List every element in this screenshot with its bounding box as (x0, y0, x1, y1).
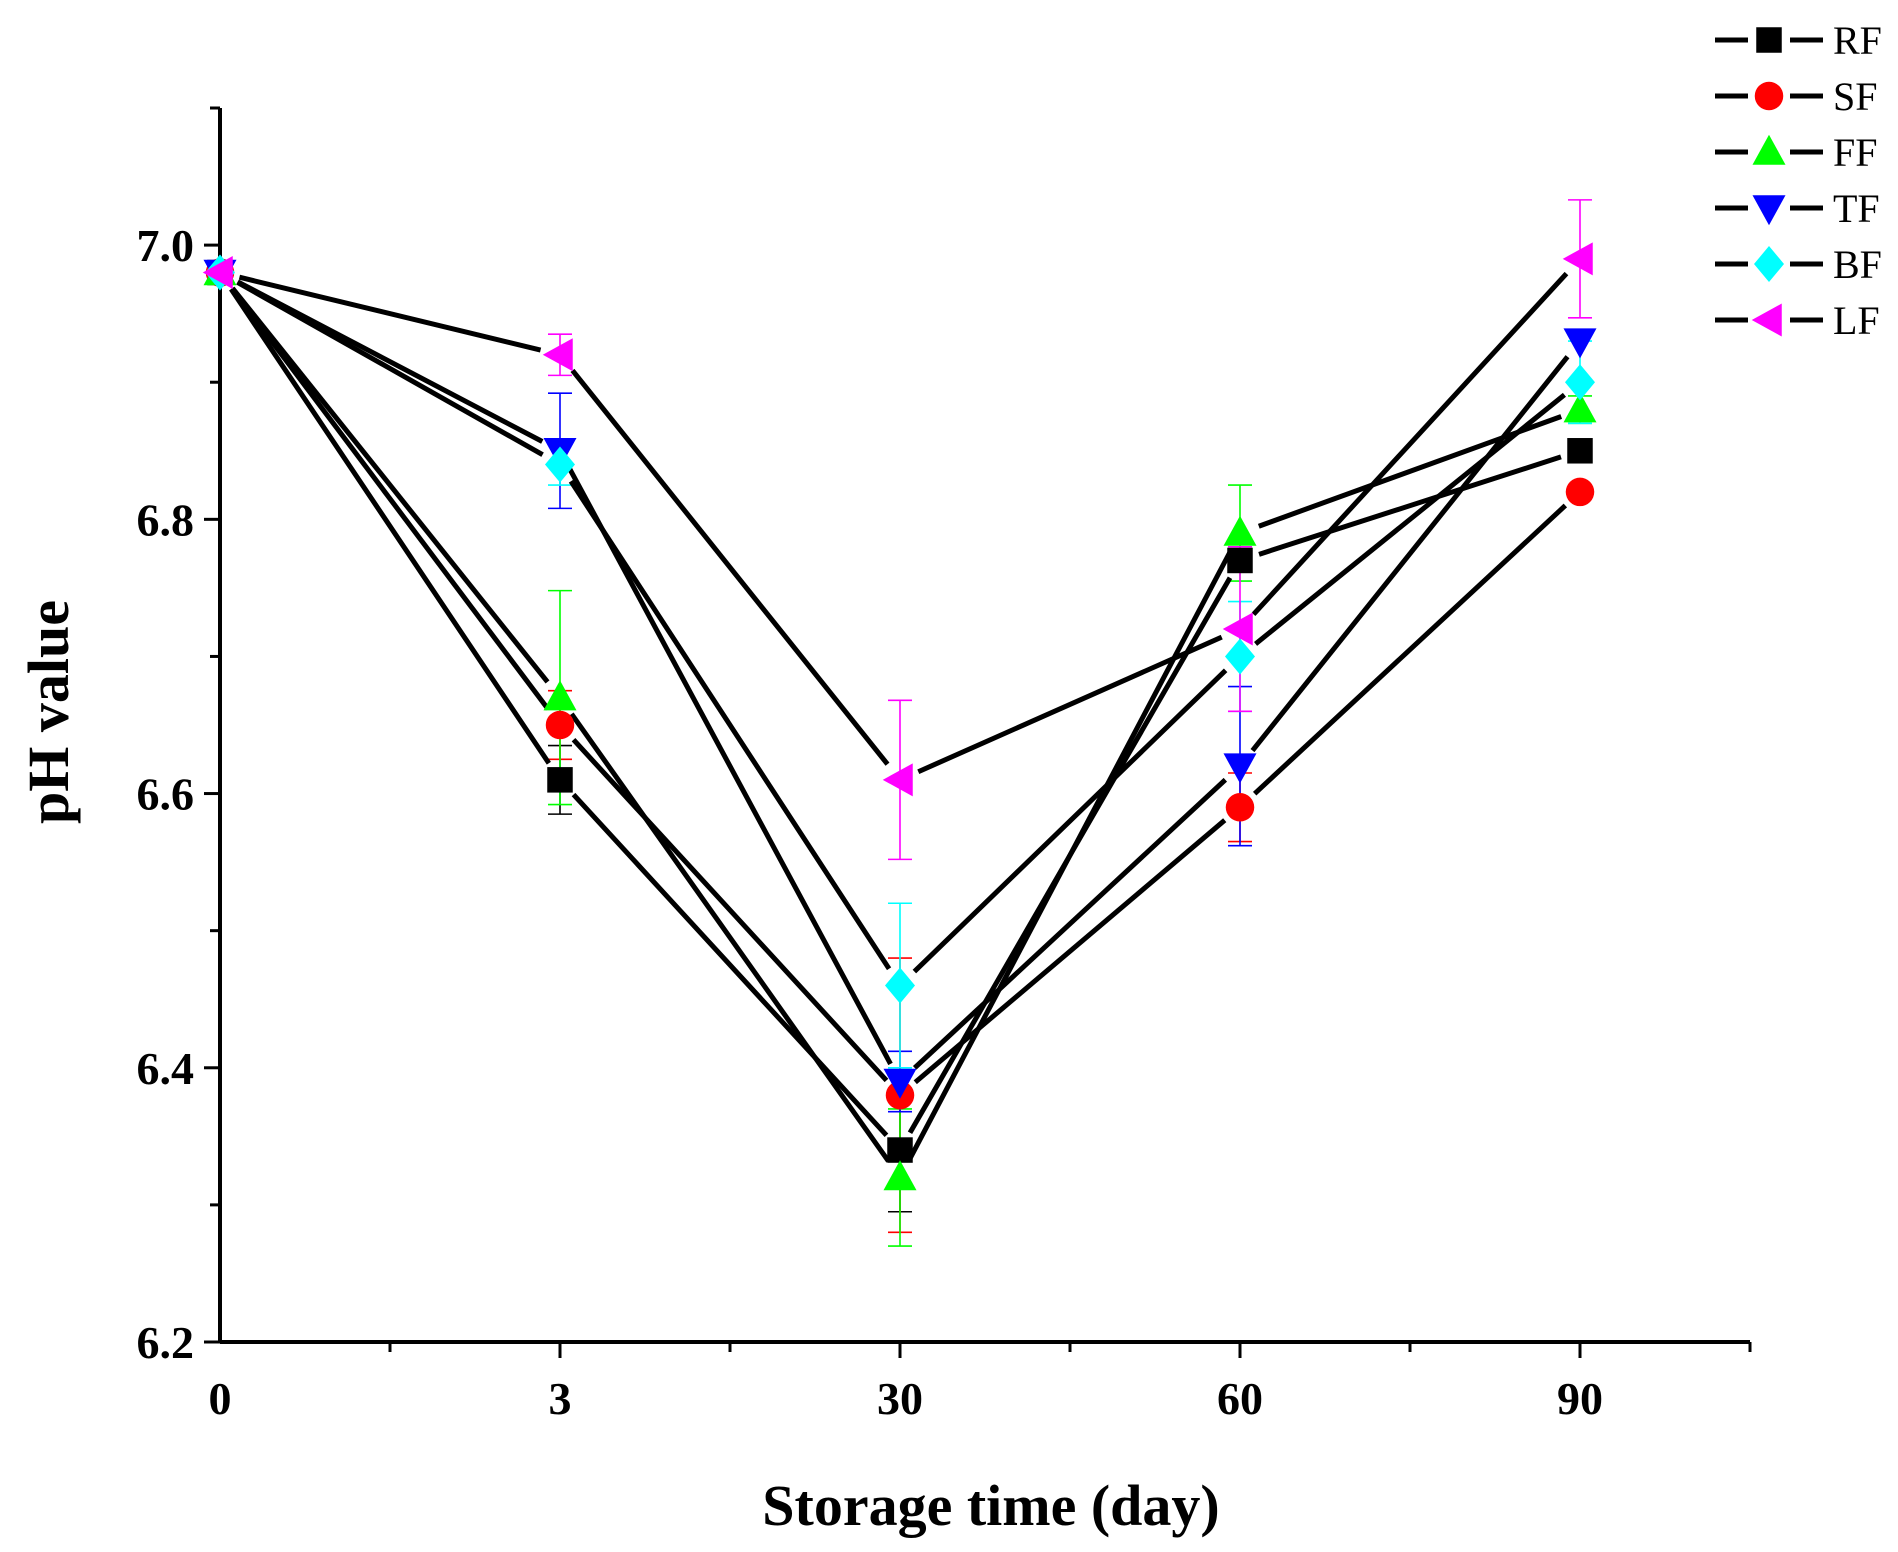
series-line-sf (571, 738, 889, 1083)
legend-marker-tf (1752, 195, 1786, 226)
data-point-ff (1223, 515, 1257, 546)
data-point-lf (202, 256, 233, 290)
data-point-bf (885, 967, 915, 1004)
y-tick-label: 6.6 (137, 769, 195, 820)
data-point-ff (883, 1160, 917, 1191)
data-point-rf (1227, 547, 1253, 574)
series-line-bf (1253, 392, 1567, 646)
data-point-tf (883, 1068, 917, 1099)
x-tick-label: 90 (1557, 1373, 1603, 1424)
y-tick-label: 7.0 (137, 220, 195, 271)
series-line-lf (1251, 271, 1569, 616)
series-line-bf (568, 479, 892, 971)
data-point-ff (1563, 392, 1597, 423)
series-line-bf (912, 668, 1228, 974)
data-point-rf (547, 767, 573, 793)
data-point-sf (1225, 793, 1255, 822)
legend-marker-lf (1751, 303, 1782, 337)
legend-label-rf: RF (1833, 18, 1882, 63)
y-tick-label: 6.8 (137, 494, 195, 545)
data-point-lf (1222, 612, 1253, 646)
data-point-bf (545, 446, 575, 483)
legend-label-lf: LF (1833, 298, 1880, 343)
series-lines (229, 271, 1570, 1163)
data-point-ff (543, 680, 577, 711)
series-markers (202, 242, 1597, 1191)
legend-marker-ff (1752, 134, 1786, 165)
series-line-tf (912, 777, 1228, 1070)
data-point-sf (545, 710, 575, 740)
x-axis-title: Storage time (day) (762, 1473, 1219, 1538)
data-point-lf (1562, 242, 1593, 276)
series-line-lf (570, 368, 890, 766)
y-tick-label: 6.4 (137, 1043, 195, 1094)
y-axis-title: pH value (16, 600, 81, 824)
data-point-lf (542, 338, 573, 372)
series-line-sf (913, 818, 1227, 1085)
legend-marker-rf (1756, 27, 1782, 53)
x-tick-label: 3 (549, 1373, 572, 1424)
series-line-tf (1250, 355, 1570, 753)
data-point-lf (882, 763, 913, 797)
data-point-tf (1223, 753, 1257, 784)
series-line-sf (1252, 503, 1568, 796)
series-line-ff (230, 286, 550, 684)
series-line-rf (1258, 454, 1562, 557)
data-point-bf (1565, 364, 1595, 401)
legend-label-ff: FF (1833, 130, 1878, 175)
x-tick-label: 0 (209, 1373, 232, 1424)
y-tick-label: 6.2 (137, 1317, 195, 1368)
legend: RF SF FF TF BF LF (1715, 18, 1882, 343)
legend-marker-sf (1754, 81, 1784, 111)
series-line-lf (917, 634, 1223, 775)
data-point-tf (1563, 328, 1597, 359)
data-point-rf (887, 1137, 913, 1163)
legend-label-bf: BF (1833, 242, 1882, 287)
legend-marker-bf (1754, 246, 1784, 282)
legend-label-tf: TF (1833, 186, 1880, 231)
data-point-bf (1225, 638, 1255, 675)
series-line-lf (238, 274, 542, 353)
series-line-bf (236, 280, 544, 457)
series-line-sf (230, 287, 550, 711)
x-tick-label: 30 (877, 1373, 923, 1424)
series-line-ff (907, 549, 1233, 1161)
legend-label-sf: SF (1833, 74, 1878, 119)
data-point-rf (1567, 438, 1593, 464)
series-line-ff (569, 712, 891, 1163)
x-tick-label: 60 (1217, 1373, 1263, 1424)
series-line-tf (567, 467, 893, 1066)
series-line-rf (571, 792, 889, 1138)
series-line-ff (1257, 414, 1563, 529)
series-line-rf (229, 287, 551, 765)
axes: 6.2 6.4 6.6 6.8 7.0 0 3 30 60 90 (137, 106, 1752, 1424)
data-point-sf (1565, 477, 1595, 507)
